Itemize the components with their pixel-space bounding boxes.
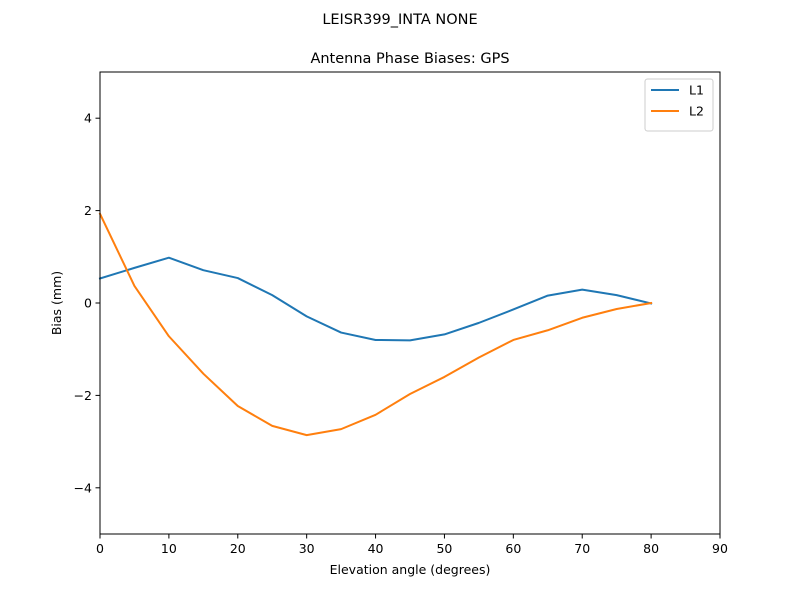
x-axis-label: Elevation angle (degrees) — [330, 562, 491, 577]
figure-suptitle: LEISR399_INTA NONE — [322, 12, 477, 28]
series-line-l2 — [98, 212, 653, 437]
y-tick-label: 2 — [84, 203, 92, 218]
y-tick-label: 4 — [84, 111, 92, 126]
x-tick-label: 90 — [712, 541, 728, 556]
legend-label-l2: L2 — [689, 104, 704, 119]
x-tick-label: 0 — [96, 541, 104, 556]
x-tick-label: 50 — [436, 541, 452, 556]
y-axis-ticks: −4 −2 0 2 4 — [74, 111, 100, 495]
x-tick-label: 40 — [368, 541, 384, 556]
y-axis-label: Bias (mm) — [49, 271, 64, 335]
x-tick-label: 60 — [505, 541, 521, 556]
y-tick-label: 0 — [84, 296, 92, 311]
x-tick-label: 10 — [161, 541, 177, 556]
chart-title: Antenna Phase Biases: GPS — [310, 51, 509, 67]
x-tick-label: 70 — [574, 541, 590, 556]
series-line-l1 — [98, 256, 653, 342]
plot-background — [100, 72, 720, 534]
x-tick-label: 20 — [230, 541, 246, 556]
legend-label-l1: L1 — [689, 83, 704, 98]
series-layer — [98, 212, 653, 437]
y-tick-label: −2 — [74, 388, 92, 403]
plot-area: 0 10 20 30 40 50 60 70 80 90 −4 −2 0 2 4 — [74, 71, 728, 556]
x-axis-ticks: 0 10 20 30 40 50 60 70 80 90 — [96, 534, 728, 556]
x-tick-label: 30 — [299, 541, 315, 556]
y-tick-label: −4 — [74, 480, 92, 495]
x-tick-label: 80 — [643, 541, 659, 556]
legend-box — [644, 78, 714, 132]
